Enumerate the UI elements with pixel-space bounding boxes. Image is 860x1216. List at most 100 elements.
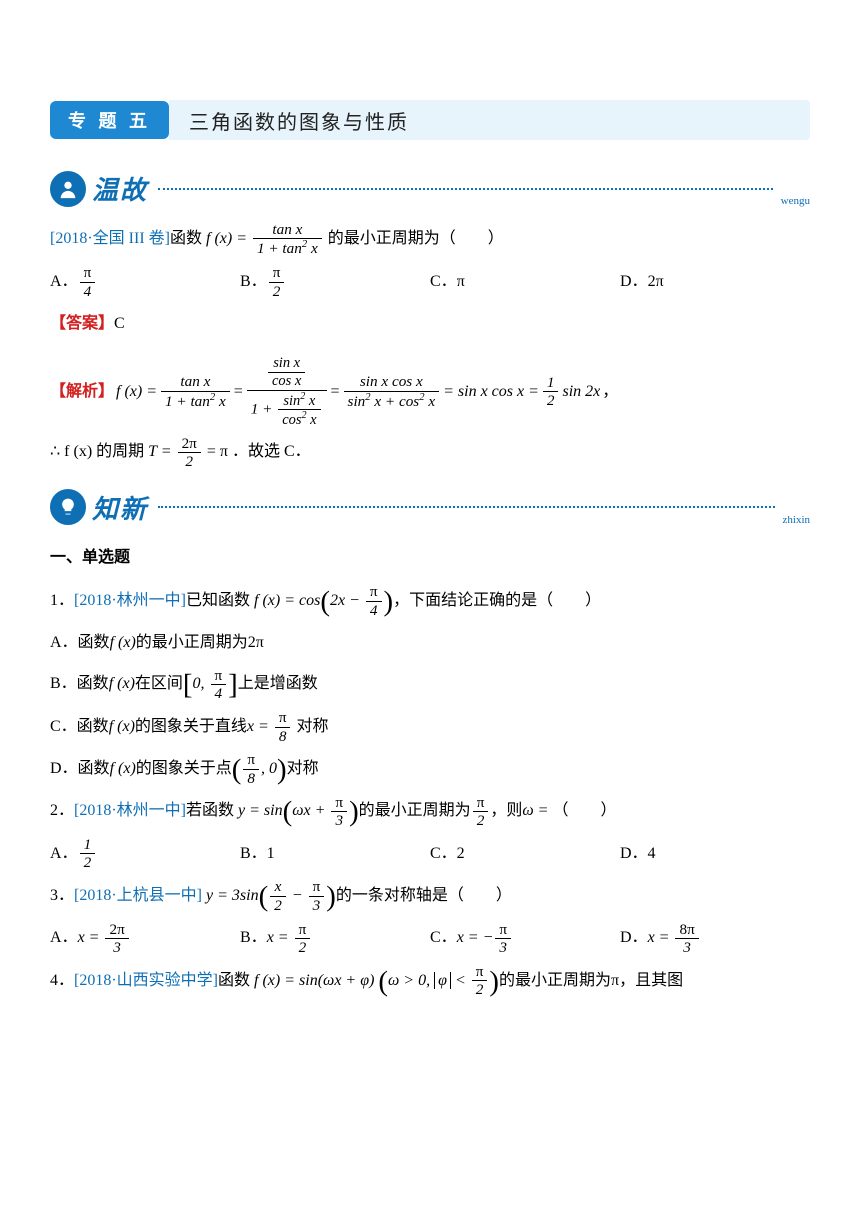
- opt-c-label: C．: [430, 273, 457, 290]
- q3b-n: π: [295, 921, 311, 939]
- answer-val: C: [114, 315, 125, 332]
- stem-prefix: 函数: [170, 230, 202, 247]
- q1-id: 4: [366, 602, 382, 619]
- eq3: =: [331, 374, 340, 409]
- q1-optC: C．函数f (x)的图象关于直线x = π8 对称: [50, 709, 810, 745]
- eq2: =: [234, 374, 243, 409]
- q3-f2: π3: [309, 878, 325, 914]
- q2-ia: ωx +: [292, 802, 329, 819]
- t2-num-frac: sin xcos x: [268, 355, 305, 389]
- answer-row: 【答案】C: [50, 306, 810, 341]
- q1b-ia: 0,: [193, 675, 209, 692]
- q2-optd: D．4: [620, 836, 810, 872]
- cn: 2π: [178, 435, 201, 453]
- q4-cf: π2: [472, 963, 488, 999]
- q4-stem: 4．[2018·山西实验中学]函数 f (x) = sin(ωx + φ) (ω…: [50, 963, 810, 999]
- eq: =: [232, 230, 251, 247]
- q4-num: 4．: [50, 972, 74, 989]
- q1-optD: D．函数f (x)的图象关于点(π8, 0)对称: [50, 751, 810, 787]
- q1b-c: 上是增函数: [238, 675, 318, 692]
- q1-num: 1．: [50, 592, 74, 609]
- q1d-frac: π8: [243, 751, 259, 787]
- b-num: π: [269, 264, 285, 282]
- q3d-f: 8π3: [675, 921, 698, 957]
- q2-pn: π: [473, 794, 489, 812]
- q3c-n: π: [495, 921, 511, 939]
- q2-pd: 2: [473, 812, 489, 829]
- q2-y: y = sin(ωx + π3): [238, 802, 359, 819]
- q3a-f: 2π3: [105, 921, 128, 957]
- q2-num: 2．: [50, 802, 74, 819]
- q1c-n: π: [275, 709, 291, 727]
- fx-symbol: f (x): [206, 230, 232, 247]
- q3c-l: C．: [430, 929, 457, 946]
- q4-cn: π: [472, 963, 488, 981]
- q3-optc: C．x = −π3: [430, 920, 620, 956]
- concl-T: T =: [148, 443, 175, 460]
- t3da: sin: [348, 393, 366, 410]
- page-header: 专 题 五 三角函数的图象与性质: [50, 100, 810, 140]
- q1a-a: A．函数: [50, 634, 110, 651]
- q1d-n: π: [243, 751, 259, 769]
- q3-optd: D．x = 8π3: [620, 920, 810, 956]
- answer-tag: 【答案】: [50, 315, 114, 332]
- concl-prefix: ∴ f (x) 的周期: [50, 443, 144, 460]
- q1b-fx: f (x): [109, 675, 135, 692]
- q2a-f: 12: [80, 836, 96, 872]
- analysis-row: 【解析】 f (x) = tan x 1 + tan2 x = sin xcos…: [50, 355, 810, 428]
- q2-c: ，则: [490, 802, 522, 819]
- t2-den-frac: sin2 xcos2 x: [278, 391, 320, 429]
- t2dfna: sin: [283, 392, 300, 408]
- chain-comma: ，: [602, 374, 618, 409]
- t3n: sin x cos x: [344, 373, 440, 391]
- chain-t1: tan x 1 + tan2 x: [161, 373, 230, 410]
- q3c-x: x = −: [457, 929, 494, 946]
- subhead: 一、单选题: [50, 540, 810, 575]
- t1db: x: [215, 393, 226, 410]
- stem-suffix: 的最小正周期为（ ）: [328, 230, 504, 247]
- opt-a-label: A．: [50, 273, 78, 290]
- q3-tail: 的一条对称轴是（ ）: [336, 887, 512, 904]
- q3-stem: 3．[2018·上杭县一中] y = 3sin(x2 − π3)的一条对称轴是（…: [50, 878, 810, 914]
- q3d-x: x =: [648, 929, 674, 946]
- q1b-id: 4: [211, 685, 227, 702]
- q3-optb: B．x = π2: [240, 920, 430, 956]
- q1b-b: 在区间: [135, 675, 183, 692]
- a-den: 4: [80, 283, 96, 300]
- q3-y-sym: y = 3sin: [206, 887, 259, 904]
- analysis-tag: 【解析】: [50, 374, 114, 409]
- q2a-d: 2: [80, 854, 96, 871]
- opt-b: B．π2: [240, 264, 430, 300]
- a-num: π: [80, 264, 96, 282]
- q3c-eq: x = −π3: [457, 929, 513, 946]
- cm: = π: [207, 443, 228, 460]
- q4-cd: 2: [472, 981, 488, 998]
- q2-omega: ω =: [522, 802, 552, 819]
- t2dfn: sin2 x: [278, 391, 320, 410]
- fx-expr: f (x) = tan x 1 + tan2 x: [206, 230, 328, 247]
- q1-optA: A．函数f (x)的最小正周期为2π: [50, 625, 810, 660]
- zhixin-label: 知新: [92, 489, 148, 526]
- bulb-icon: [50, 489, 86, 525]
- q4-a: 函数: [218, 972, 250, 989]
- q3-opta: A．x = 2π3: [50, 920, 240, 956]
- topic-badge: 专 题 五: [50, 101, 169, 139]
- q3a-n: 2π: [105, 921, 128, 939]
- den-a: 1 + tan: [257, 241, 302, 258]
- t3d: sin2 x + cos2 x: [344, 392, 440, 411]
- wengu-banner: 温故 wengu: [50, 170, 810, 207]
- q3a-x: x =: [78, 929, 104, 946]
- opt-d: D．2π: [620, 264, 810, 300]
- q4-b: 的最小正周期为: [499, 972, 611, 989]
- q1-inside-frac: π4: [366, 583, 382, 619]
- t5d: 2: [543, 392, 559, 409]
- q3-d1: 2: [270, 897, 286, 914]
- opt-c: C．π: [430, 264, 620, 300]
- wengu-label: 温故: [92, 170, 148, 207]
- q3-mid: −: [288, 887, 307, 904]
- q1b-int: [0, π4]: [183, 675, 238, 692]
- main-frac: tan x 1 + tan2 x: [253, 221, 322, 258]
- q2-options: A．12 B．1 C．2 D．4: [50, 836, 810, 872]
- q4-pi: π: [611, 972, 619, 989]
- q1a-c: 2π: [248, 634, 264, 651]
